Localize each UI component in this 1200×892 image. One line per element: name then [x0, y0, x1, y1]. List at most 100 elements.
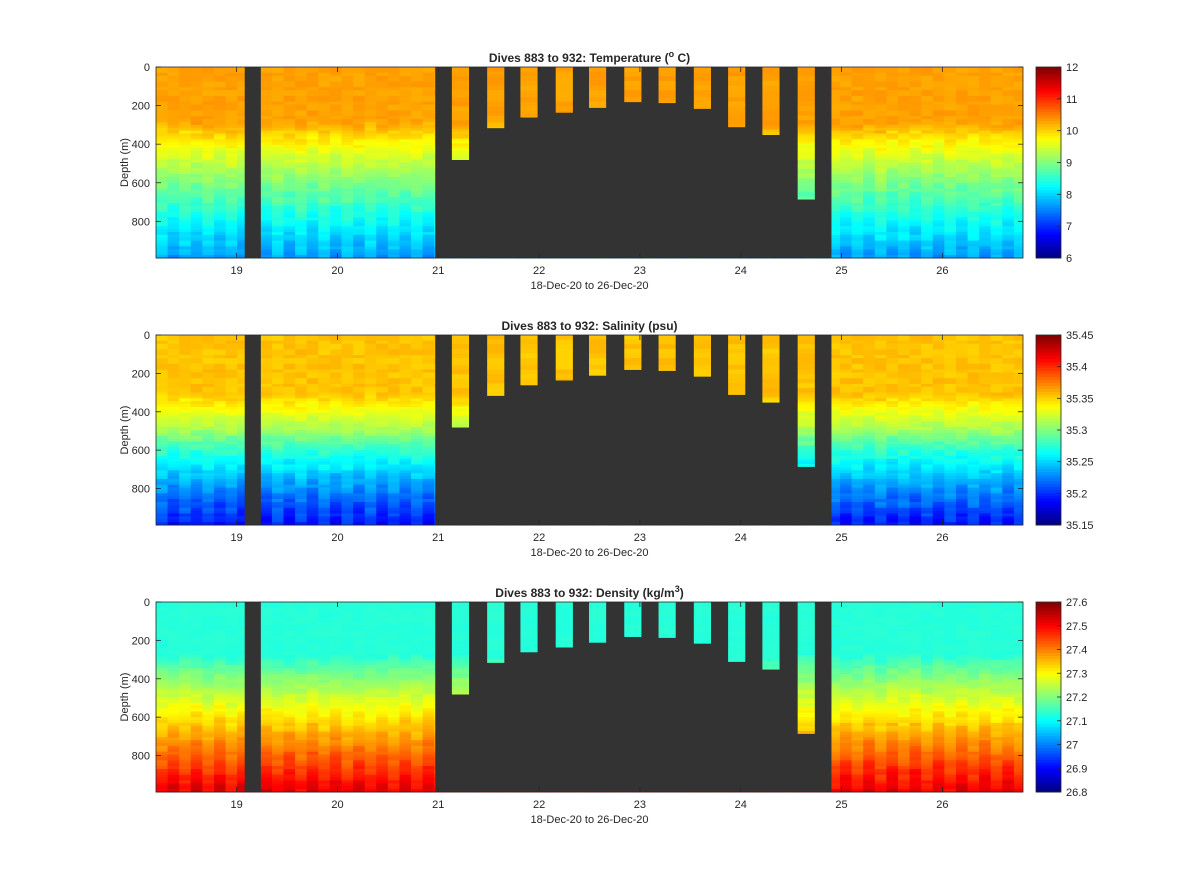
- heatmap-cell: [376, 255, 389, 259]
- heatmap-cell: [990, 237, 1003, 242]
- heatmap-cell: [179, 252, 192, 256]
- heatmap-cell: [295, 174, 308, 178]
- heatmap-cell: [909, 136, 922, 140]
- heatmap-cell: [295, 153, 308, 158]
- heatmap-cell: [874, 84, 887, 88]
- heatmap-cell: [1002, 139, 1015, 143]
- dive-profile-cell: [451, 117, 470, 121]
- heatmap-cell: [225, 78, 238, 82]
- heatmap-cell: [190, 156, 203, 161]
- heatmap-cell: [909, 182, 922, 187]
- heatmap-cell: [167, 231, 180, 236]
- heatmap-cell: [202, 208, 215, 213]
- heatmap-cell: [376, 75, 389, 80]
- heatmap-cell: [283, 246, 296, 250]
- heatmap-cell: [411, 171, 424, 175]
- heatmap-cell: [318, 124, 331, 129]
- heatmap-cell: [979, 234, 992, 239]
- heatmap-cell: [202, 255, 215, 259]
- heatmap-cell: [909, 116, 922, 120]
- heatmap-cell: [921, 176, 934, 181]
- heatmap-cell: [967, 93, 980, 97]
- heatmap-cell: [921, 113, 934, 117]
- heatmap-cell: [364, 179, 377, 184]
- heatmap-cell: [955, 231, 969, 236]
- heatmap-cell: [944, 142, 957, 146]
- heatmap-cell: [921, 145, 934, 149]
- heatmap-cell: [967, 159, 980, 163]
- heatmap-cell: [399, 176, 412, 181]
- heatmap-cell: [967, 243, 980, 247]
- heatmap-cell: [399, 148, 412, 152]
- heatmap-cell: [921, 78, 934, 82]
- heatmap-cell: [353, 229, 366, 233]
- heatmap-cell: [260, 220, 273, 224]
- heatmap-cell: [422, 249, 435, 253]
- dive-profile-cell: [451, 99, 470, 103]
- heatmap-cell: [944, 211, 957, 216]
- heatmap-cell: [260, 87, 273, 91]
- heatmap-cell: [341, 148, 354, 152]
- heatmap-cell: [190, 252, 203, 256]
- heatmap-cell: [967, 72, 980, 77]
- heatmap-cell: [979, 226, 992, 230]
- heatmap-cell: [979, 174, 992, 178]
- heatmap-cell: [179, 148, 192, 152]
- heatmap-cell: [260, 171, 273, 175]
- heatmap-cell: [932, 171, 945, 175]
- heatmap-cell: [828, 243, 841, 247]
- heatmap-cell: [364, 229, 377, 233]
- heatmap-cell: [921, 188, 934, 192]
- heatmap-cell: [295, 182, 308, 187]
- heatmap-cell: [179, 240, 192, 245]
- heatmap-cell: [967, 87, 980, 91]
- heatmap-cell: [979, 229, 992, 233]
- heatmap-cell: [213, 104, 227, 109]
- heatmap-cell: [932, 87, 945, 91]
- heatmap-cell: [944, 90, 957, 94]
- heatmap-cell: [990, 116, 1003, 120]
- heatmap-cell: [955, 116, 969, 120]
- heatmap-cell: [190, 121, 203, 126]
- heatmap-cell: [387, 185, 400, 190]
- heatmap-cell: [329, 93, 342, 97]
- heatmap-cell: [213, 255, 227, 259]
- heatmap-cell: [318, 142, 331, 146]
- heatmap-cell: [237, 176, 250, 181]
- heatmap-cell: [376, 78, 389, 82]
- heatmap-cell: [422, 179, 435, 184]
- heatmap-cell: [225, 200, 238, 204]
- heatmap-cell: [306, 75, 319, 80]
- heatmap-cell: [341, 246, 354, 250]
- heatmap-cell: [979, 136, 992, 140]
- heatmap-cell: [329, 168, 342, 172]
- heatmap-cell: [213, 229, 227, 233]
- heatmap-cell: [156, 176, 169, 181]
- heatmap-cell: [283, 174, 296, 178]
- heatmap-cell: [955, 249, 969, 253]
- heatmap-cell: [376, 246, 389, 250]
- heatmap-cell: [932, 148, 945, 152]
- heatmap-cell: [318, 127, 331, 132]
- heatmap-cell: [237, 217, 250, 221]
- heatmap-cell: [863, 191, 876, 195]
- heatmap-cell: [851, 101, 864, 106]
- heatmap-cell: [225, 84, 238, 88]
- heatmap-cell: [364, 116, 377, 120]
- heatmap-cell: [897, 75, 911, 80]
- heatmap-cell: [202, 78, 215, 82]
- heatmap-cell: [828, 194, 841, 198]
- heatmap-cell: [921, 174, 934, 178]
- heatmap-cell: [921, 234, 934, 239]
- heatmap-cell: [179, 113, 192, 117]
- heatmap-cell: [990, 101, 1003, 106]
- heatmap-cell: [1013, 255, 1023, 259]
- heatmap-cell: [353, 150, 366, 155]
- heatmap-cell: [167, 101, 180, 106]
- heatmap-cell: [156, 110, 169, 114]
- heatmap-cell: [944, 98, 957, 103]
- heatmap-cell: [329, 231, 342, 236]
- heatmap-cell: [874, 191, 887, 195]
- heatmap-cell: [422, 93, 435, 97]
- heatmap-cell: [376, 104, 389, 109]
